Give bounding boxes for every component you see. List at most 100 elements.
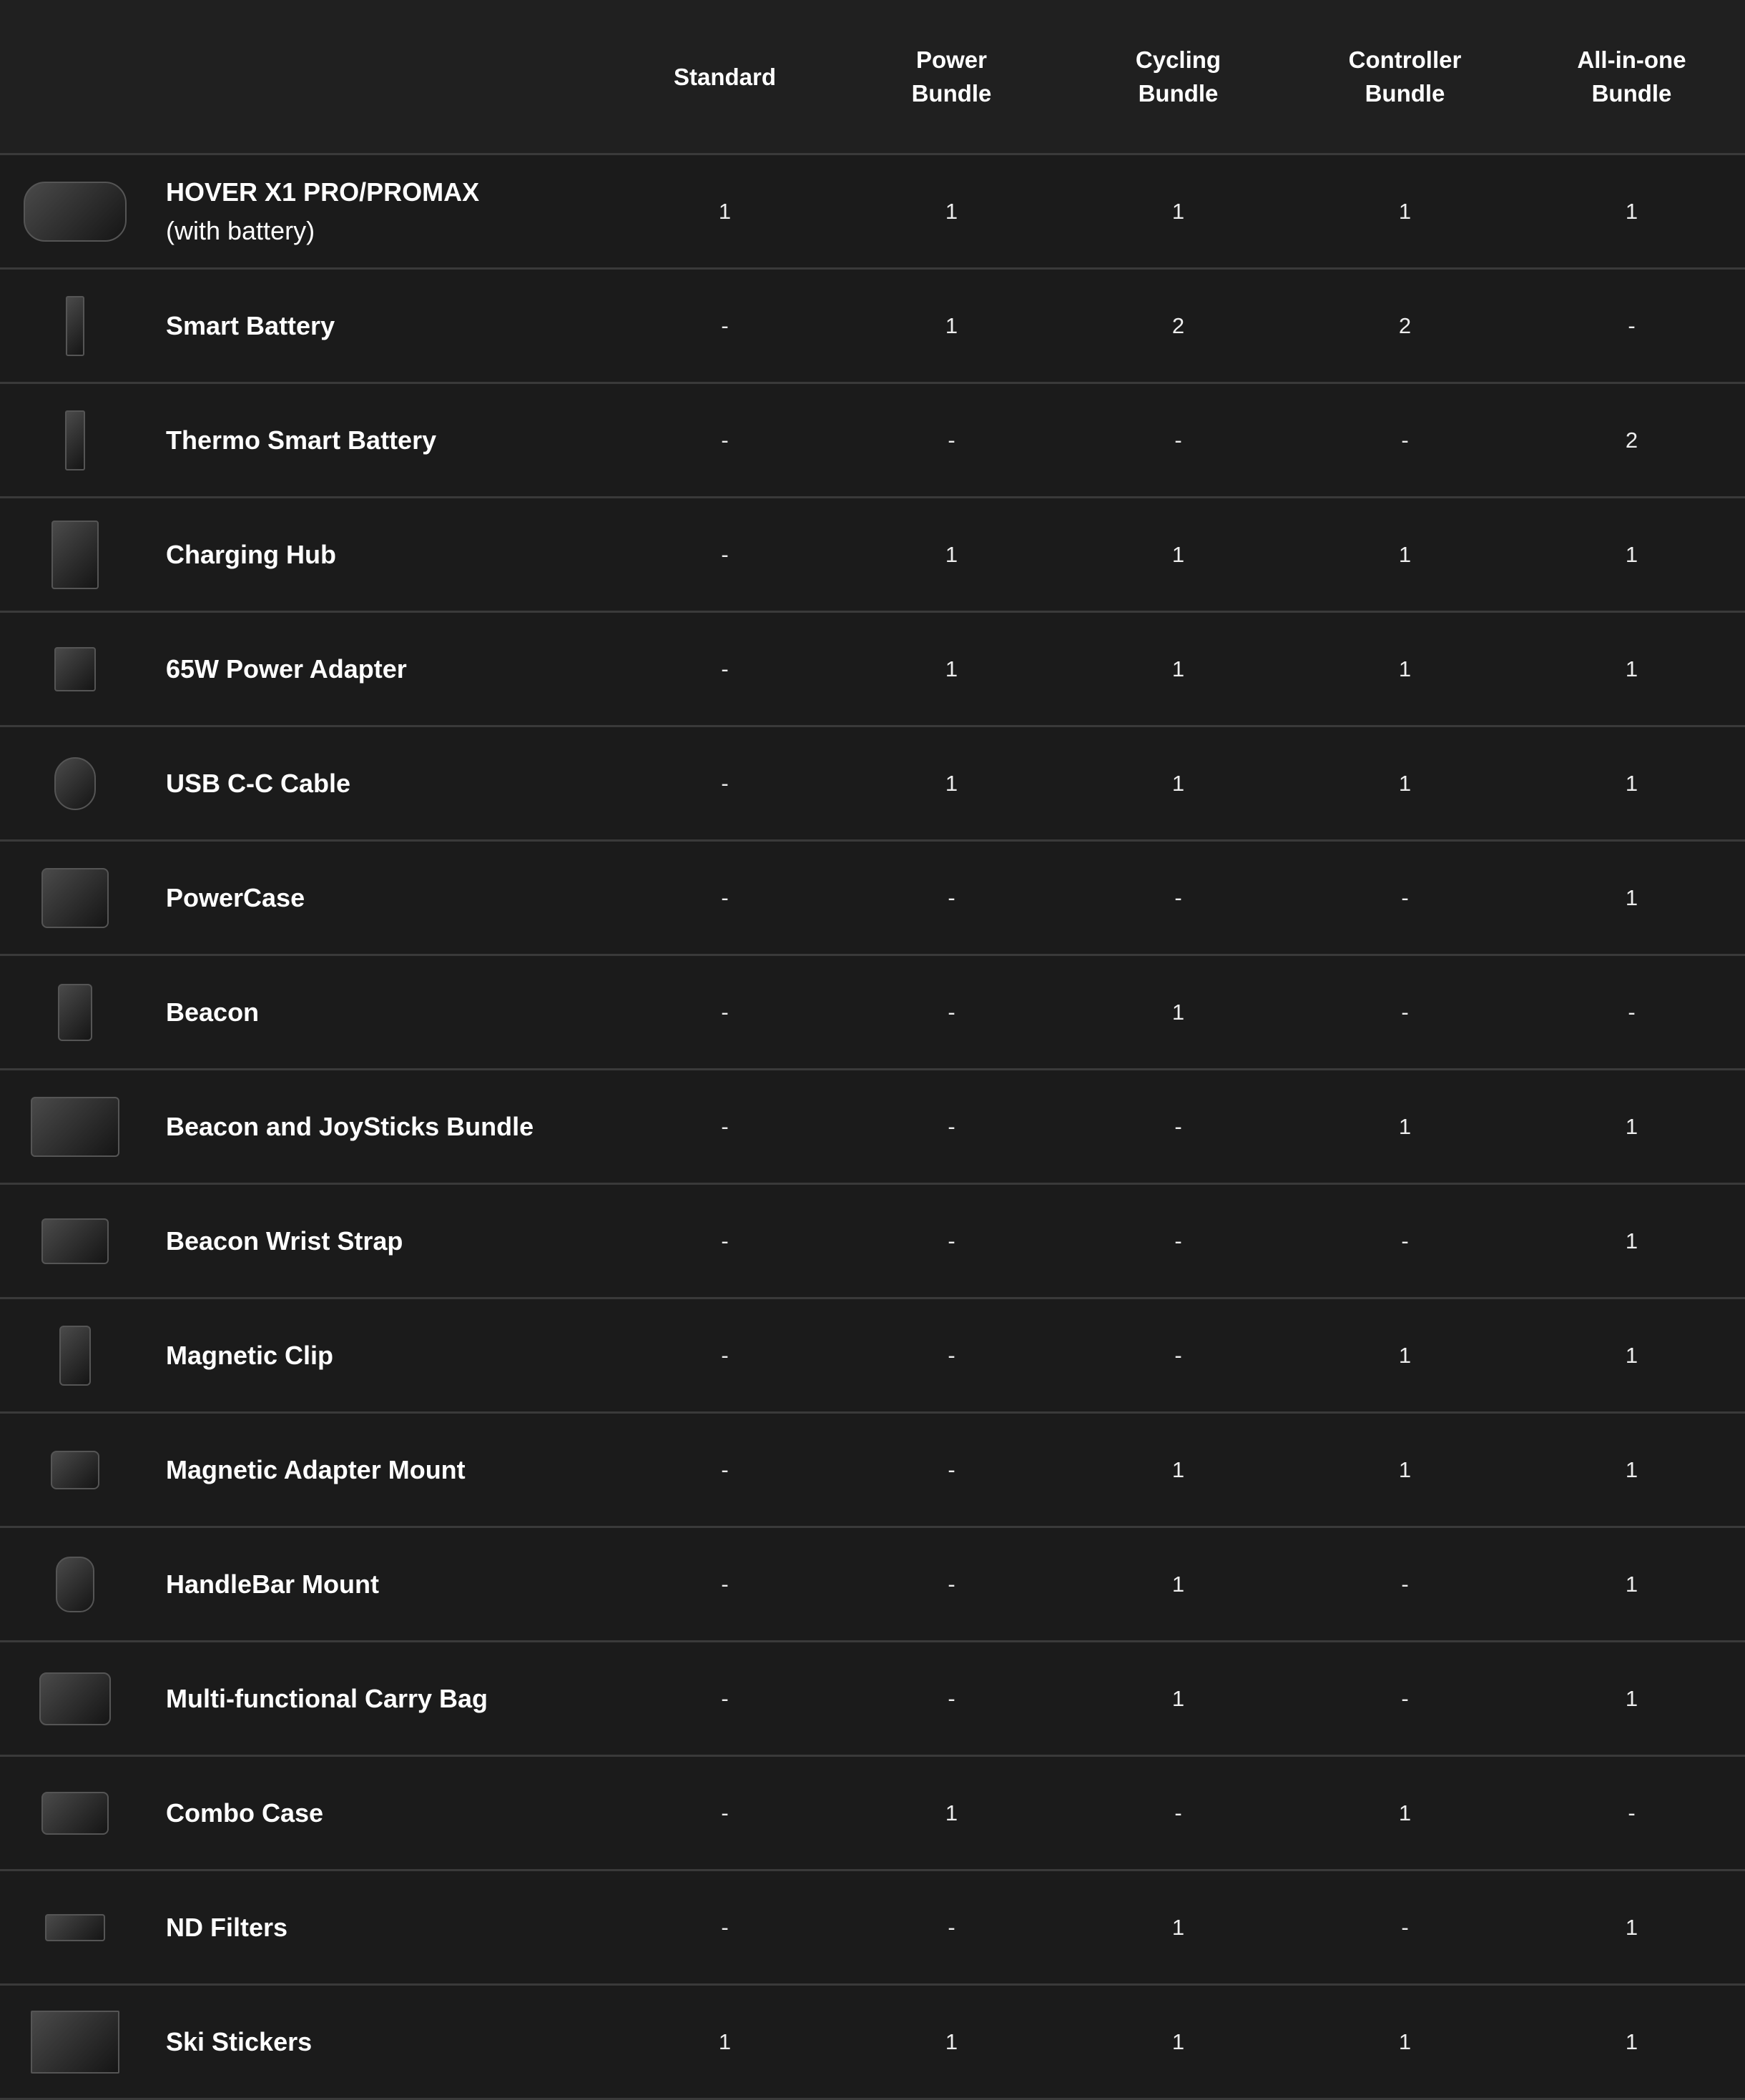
quantity-cell: - xyxy=(721,1914,729,1940)
charging-hub-image-shape xyxy=(51,520,99,589)
quantity-cell: 1 xyxy=(1625,2028,1638,2054)
header-controller-bundle: Controller Bundle xyxy=(1348,46,1462,107)
item-cell: PowerCase xyxy=(0,862,611,934)
table-row: HandleBar Mount - - 1 - 1 xyxy=(0,1528,1745,1642)
quantity-cell: 1 xyxy=(1398,1342,1412,1368)
quantity-cell: - xyxy=(721,1456,729,1482)
table-row: Beacon - - 1 - - xyxy=(0,956,1745,1070)
quantity-cell: - xyxy=(948,1456,955,1482)
quantity-cell: - xyxy=(948,1571,955,1597)
quantity-cell: - xyxy=(1401,1914,1409,1940)
quantity-cell: 1 xyxy=(1625,198,1638,224)
header-standard: Standard xyxy=(673,63,777,90)
quantity-cell: 1 xyxy=(1625,1685,1638,1711)
quantity-cell: 1 xyxy=(945,1800,958,1825)
item-cell: HandleBar Mount xyxy=(0,1549,611,1620)
quantity-cell: 1 xyxy=(718,198,732,224)
ski-stickers-image-shape xyxy=(31,2010,119,2074)
quantity-cell: 1 xyxy=(1171,999,1185,1025)
magnetic-clip-image-shape xyxy=(59,1325,91,1386)
item-name: HOVER X1 PRO/PROMAX (with battery) xyxy=(166,173,479,250)
quantity-cell: - xyxy=(1628,312,1636,338)
power-adapter-image xyxy=(21,634,129,705)
item-name: Charging Hub xyxy=(166,536,336,574)
quantity-cell: - xyxy=(948,1914,955,1940)
item-cell: Smart Battery xyxy=(0,290,611,362)
item-name: Smart Battery xyxy=(166,307,335,345)
quantity-cell: - xyxy=(1174,1113,1182,1139)
quantity-cell: - xyxy=(721,1571,729,1597)
table-row: PowerCase - - - - 1 xyxy=(0,842,1745,956)
table-row: Smart Battery - 1 2 2 - xyxy=(0,270,1745,384)
item-name: 65W Power Adapter xyxy=(166,650,407,689)
beacon-joysticks-image-shape xyxy=(31,1096,119,1157)
quantity-cell: 1 xyxy=(1625,884,1638,910)
quantity-cell: 1 xyxy=(1625,541,1638,567)
item-name-text: Thermo Smart Battery xyxy=(166,425,437,455)
quantity-cell: - xyxy=(948,1342,955,1368)
item-name-text: Ski Stickers xyxy=(166,2026,313,2056)
quantity-cell: - xyxy=(948,1685,955,1711)
quantity-cell: - xyxy=(721,999,729,1025)
item-name-text: Magnetic Clip xyxy=(166,1340,334,1370)
adapter-mount-image xyxy=(21,1434,129,1506)
item-subtitle: (with battery) xyxy=(166,215,315,245)
item-name: HandleBar Mount xyxy=(166,1565,379,1604)
quantity-cell: 1 xyxy=(945,770,958,796)
combo-case-image xyxy=(21,1778,129,1849)
item-name-text: USB C-C Cable xyxy=(166,768,351,798)
quantity-cell: 1 xyxy=(718,2028,732,2054)
quantity-cell: - xyxy=(721,1113,729,1139)
quantity-cell: - xyxy=(1628,1800,1636,1825)
quantity-cell: 1 xyxy=(945,656,958,681)
quantity-cell: - xyxy=(948,999,955,1025)
combo-case-image-shape xyxy=(41,1791,109,1835)
item-cell: USB C-C Cable xyxy=(0,748,611,819)
table-row: Charging Hub - 1 1 1 1 xyxy=(0,498,1745,613)
charging-hub-image xyxy=(21,519,129,591)
drone-image xyxy=(21,176,129,247)
quantity-cell: 1 xyxy=(1398,198,1412,224)
item-name-text: ND Filters xyxy=(166,1912,288,1942)
header-all-in-one-bundle: All-in-one Bundle xyxy=(1577,46,1686,107)
quantity-cell: - xyxy=(721,1228,729,1253)
quantity-cell: 1 xyxy=(945,2028,958,2054)
battery-image-shape xyxy=(66,295,84,356)
item-name-text: HandleBar Mount xyxy=(166,1569,380,1599)
wrist-strap-image xyxy=(21,1206,129,1277)
table-row: ND Filters - - 1 - 1 xyxy=(0,1871,1745,1986)
table-row: Multi-functional Carry Bag - - 1 - 1 xyxy=(0,1642,1745,1757)
quantity-cell: - xyxy=(1174,1800,1182,1825)
quantity-cell: - xyxy=(721,312,729,338)
item-name: Magnetic Clip xyxy=(166,1336,333,1375)
header-empty xyxy=(0,0,611,153)
quantity-cell: 2 xyxy=(1171,312,1185,338)
table-row: Beacon Wrist Strap - - - - 1 xyxy=(0,1185,1745,1299)
table-row: HOVER X1 PRO/PROMAX (with battery) 1 1 1 1 1 xyxy=(0,155,1745,270)
item-cell: Beacon Wrist Strap xyxy=(0,1206,611,1277)
thermo-battery-image-shape xyxy=(65,410,85,470)
item-name: PowerCase xyxy=(166,879,305,917)
quantity-cell: - xyxy=(948,1113,955,1139)
table-row: Ski Stickers 1 1 1 1 1 xyxy=(0,1986,1745,2100)
quantity-cell: - xyxy=(721,427,729,453)
quantity-cell: - xyxy=(948,427,955,453)
item-cell: Ski Stickers xyxy=(0,2006,611,2078)
header-cycling-bundle: Cycling Bundle xyxy=(1135,46,1222,107)
handlebar-mount-image xyxy=(21,1549,129,1620)
quantity-cell: 1 xyxy=(1171,541,1185,567)
item-cell: Magnetic Adapter Mount xyxy=(0,1434,611,1506)
item-name: Beacon xyxy=(166,993,259,1032)
item-name-text: Smart Battery xyxy=(166,310,335,340)
quantity-cell: 1 xyxy=(1171,198,1185,224)
item-cell: Charging Hub xyxy=(0,519,611,591)
table-row: Combo Case - 1 - 1 - xyxy=(0,1757,1745,1871)
quantity-cell: 1 xyxy=(945,541,958,567)
item-name: Beacon Wrist Strap xyxy=(166,1222,403,1261)
quantity-cell: - xyxy=(721,1685,729,1711)
carry-bag-image xyxy=(21,1663,129,1735)
quantity-cell: 1 xyxy=(1398,541,1412,567)
quantity-cell: - xyxy=(721,770,729,796)
item-cell: Beacon xyxy=(0,977,611,1048)
item-name-text: Multi-functional Carry Bag xyxy=(166,1683,488,1713)
